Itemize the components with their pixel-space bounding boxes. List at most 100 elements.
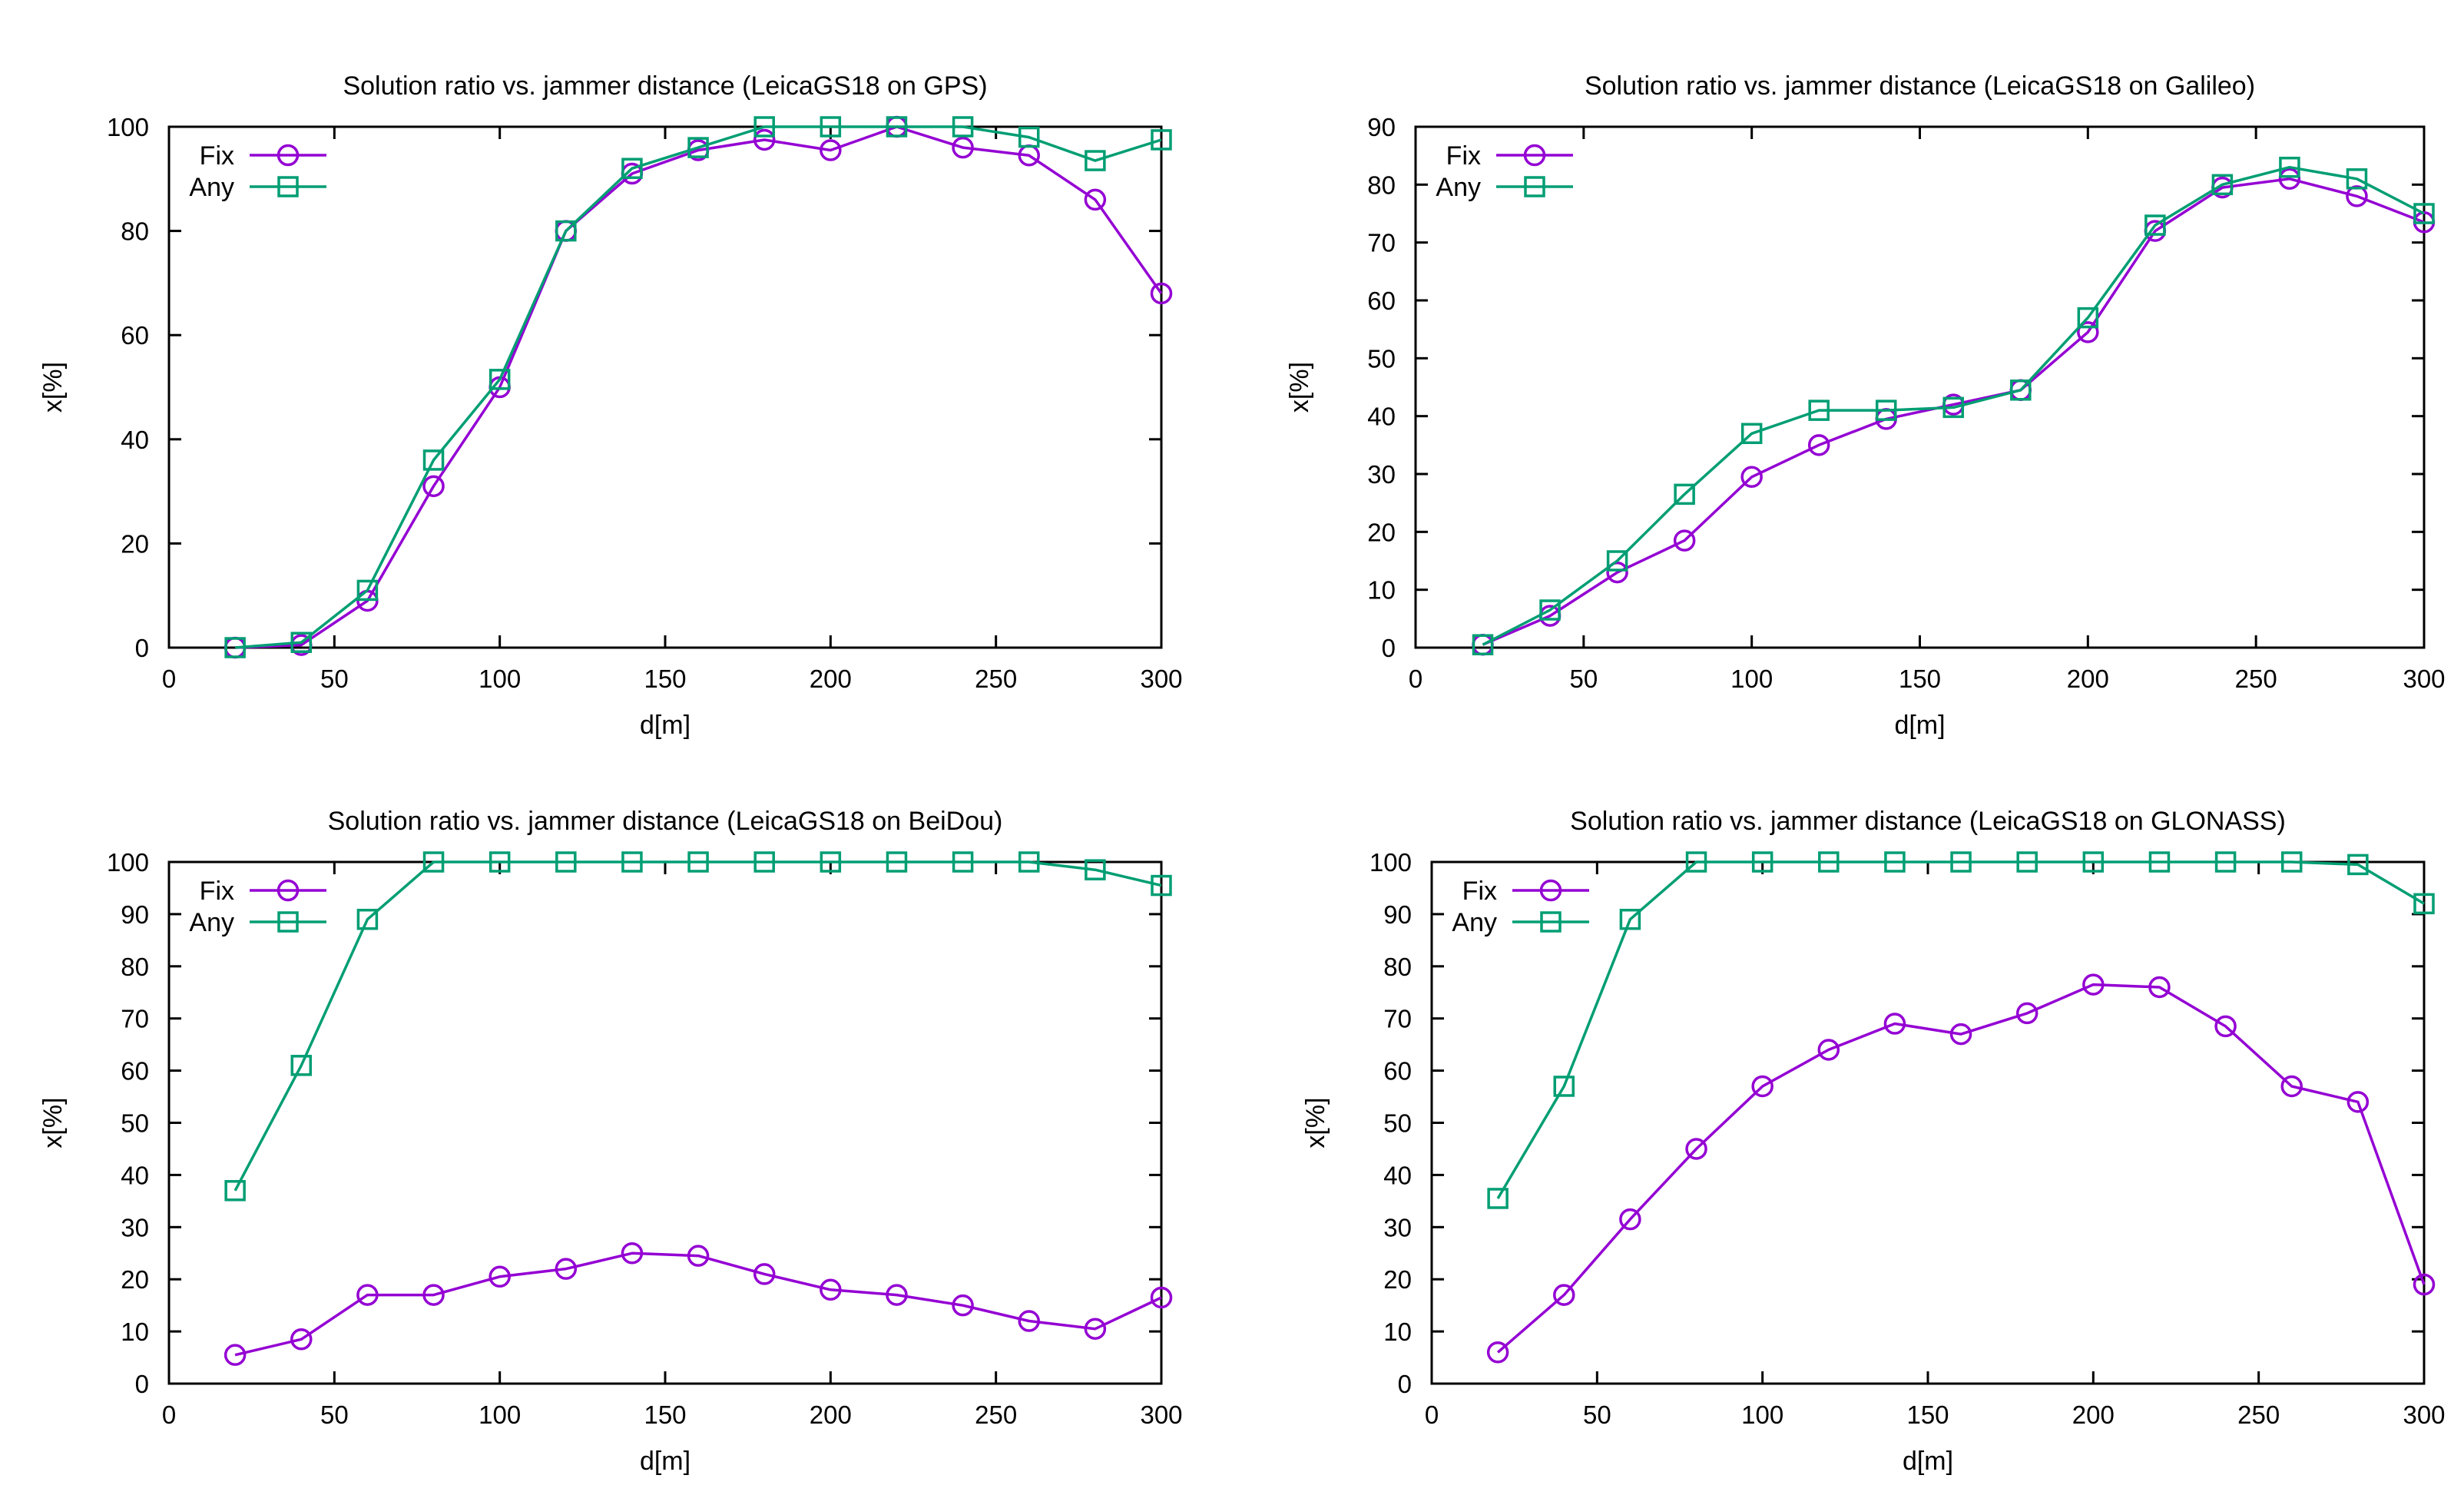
x-tick-label: 50 [1569,665,1598,693]
data-point-any [1808,399,1830,421]
x-tick-label: 50 [320,1401,349,1429]
y-tick-label: 40 [121,1161,149,1189]
legend-label-fix: Fix [1462,877,1497,906]
data-point-fix [422,475,445,498]
series-any [1487,851,2435,1209]
data-point-fix [2280,1075,2303,1098]
y-tick-label: 60 [1367,287,1396,315]
data-point-any [1942,396,1965,419]
y-axis-label: x[%] [1301,1097,1330,1148]
data-point-any [224,1180,246,1202]
data-point-any [2413,893,2435,915]
x-tick-label: 200 [810,1401,852,1429]
data-point-fix [1740,466,1763,489]
x-axis-label: d[m] [640,1447,691,1476]
data-point-fix [555,1258,578,1280]
data-point-fix [1084,188,1107,211]
data-point-any [687,137,709,158]
chart-panel-4: Solution ratio vs. jammer distance (Leic… [1301,807,2446,1476]
y-tick-label: 40 [1367,403,1396,431]
data-point-any [1818,851,1840,873]
x-tick-label: 100 [1741,1401,1783,1429]
x-tick-label: 250 [2235,665,2277,693]
series-line-any [1482,165,2425,646]
x-tick-label: 100 [479,665,521,693]
y-tick-label: 60 [121,321,149,350]
data-point-any [2279,156,2300,178]
series-fix [1472,167,2436,656]
y-tick-label: 50 [1383,1109,1412,1138]
chart-title: Solution ratio vs. jammer distance (Leic… [1570,807,2286,836]
data-point-any [1751,851,1773,873]
series-any [224,116,1172,658]
series-fix [224,115,1173,659]
data-point-any [687,851,709,873]
x-tick-label: 200 [2072,1401,2115,1429]
y-tick-label: 30 [1367,460,1396,489]
data-point-fix [2148,976,2171,999]
data-point-fix [1150,282,1173,305]
data-point-fix [422,1284,445,1306]
data-point-fix [1619,1208,1641,1231]
y-tick-label: 80 [121,953,149,981]
data-point-fix [1883,1013,1906,1035]
data-point-any [820,116,842,138]
x-axis-label: d[m] [1894,711,1945,740]
data-point-any [820,851,842,873]
data-point-fix [290,1328,313,1351]
y-tick-label: 100 [1369,848,1412,877]
legend-marker-fix [1539,879,1562,902]
data-point-any [753,116,775,138]
y-tick-label: 90 [1383,900,1412,929]
y-tick-label: 90 [121,900,149,929]
data-point-any [753,851,775,873]
data-point-fix [1553,1284,1575,1306]
y-tick-label: 0 [1398,1370,1412,1398]
data-point-any [1884,851,1906,873]
legend-marker-fix [277,879,300,902]
chart-title: Solution ratio vs. jammer distance (Leic… [343,71,987,101]
y-axis-label: x[%] [1285,362,1314,413]
chart-panel-1: Solution ratio vs. jammer distance (Leic… [38,71,1183,740]
legend-marker-any [1540,911,1562,933]
data-point-any [2413,203,2435,224]
data-point-any [2082,851,2105,873]
y-axis-label: x[%] [38,362,68,413]
data-point-fix [2413,1273,2436,1296]
x-tick-label: 150 [1899,665,1941,693]
legend-label-any: Any [189,908,234,937]
data-point-fix [2082,973,2105,996]
data-point-fix [1018,1310,1040,1332]
series-line-any [233,860,1162,1192]
x-tick-label: 150 [1906,1401,1949,1429]
y-tick-label: 80 [1367,171,1396,199]
y-tick-label: 20 [121,529,149,558]
x-tick-label: 200 [2067,665,2109,693]
series-line-any [234,125,1162,649]
data-point-fix [1685,1138,1707,1160]
y-tick-label: 60 [1383,1057,1412,1086]
y-tick-label: 0 [135,1370,149,1398]
series-any [224,851,1172,1202]
legend-marker-any [1524,176,1545,197]
y-tick-label: 40 [1383,1161,1412,1189]
legend-label-any: Any [1452,908,1497,937]
data-point-any [2077,307,2099,329]
data-point-fix [2015,1002,2038,1025]
chart-panel-3: Solution ratio vs. jammer distance (Leic… [38,807,1183,1476]
x-tick-label: 300 [2403,665,2445,693]
plot-frame [1430,860,2426,1385]
y-tick-label: 30 [1383,1213,1412,1241]
data-point-fix [2278,167,2301,191]
x-tick-label: 300 [2403,1401,2445,1429]
data-point-fix [886,1284,908,1306]
x-tick-label: 300 [1140,1401,1182,1429]
legend-label-any: Any [1436,173,1481,202]
y-tick-label: 100 [107,848,149,877]
x-tick-label: 150 [644,1401,686,1429]
data-point-fix [820,139,842,161]
legend-label-fix: Fix [200,141,234,171]
data-point-any [2280,851,2303,873]
data-point-any [1875,399,1897,421]
x-tick-label: 100 [479,1401,521,1429]
